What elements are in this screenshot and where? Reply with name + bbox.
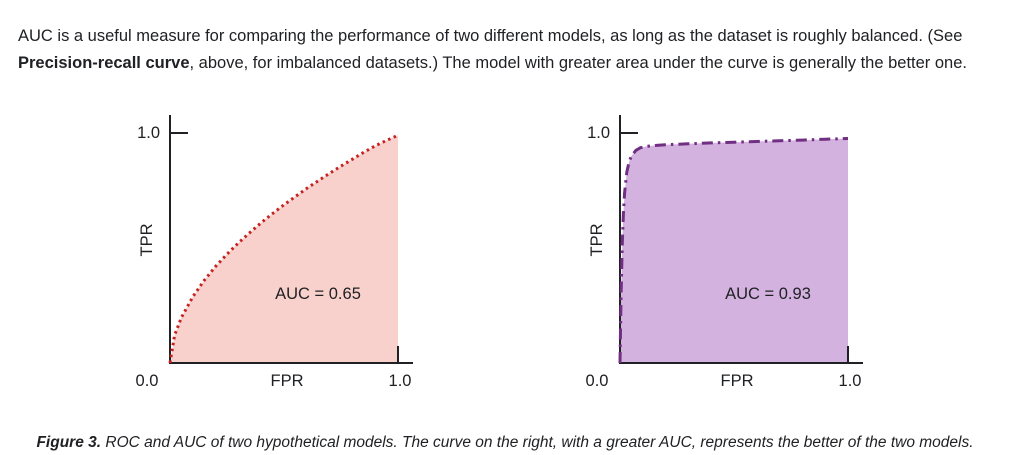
y-axis-tick-label: 1.0: [587, 124, 610, 142]
auc-annotation: AUC = 0.65: [275, 285, 361, 303]
figure-caption-label: Figure 3.: [36, 433, 102, 451]
x-axis-tick-label-zero: 0.0: [135, 372, 159, 390]
x-axis-tick-label-one: 1.0: [388, 372, 412, 390]
y-axis-title: TPR: [588, 223, 606, 257]
roc-plot-right: [618, 115, 863, 364]
x-axis-tick-label-zero: 0.0: [585, 372, 609, 390]
figure-caption: Figure 3. ROC and AUC of two hypothetica…: [0, 434, 1010, 452]
roc-chart-left: 1.0 TPR AUC = 0.65 0.0 FPR 1.0: [105, 100, 445, 400]
roc-plot-left: [168, 115, 413, 364]
roc-chart-right: 1.0 TPR AUC = 0.93 0.0 FPR 1.0: [555, 100, 895, 400]
precision-recall-curve-term: Precision-recall curve: [18, 53, 190, 72]
auc-annotation: AUC = 0.93: [725, 285, 811, 303]
intro-text-after: , above, for imbalanced datasets.) The m…: [189, 53, 967, 72]
x-axis-tick-label-one: 1.0: [838, 372, 862, 390]
y-axis-tick-label: 1.0: [137, 124, 160, 142]
intro-text-before: AUC is a useful measure for comparing th…: [18, 26, 963, 45]
x-axis-title: FPR: [720, 372, 754, 390]
figure-caption-text: ROC and AUC of two hypothetical models. …: [101, 433, 974, 451]
y-axis-title: TPR: [138, 223, 156, 257]
intro-paragraph: AUC is a useful measure for comparing th…: [18, 23, 970, 77]
x-axis-title: FPR: [270, 372, 304, 390]
